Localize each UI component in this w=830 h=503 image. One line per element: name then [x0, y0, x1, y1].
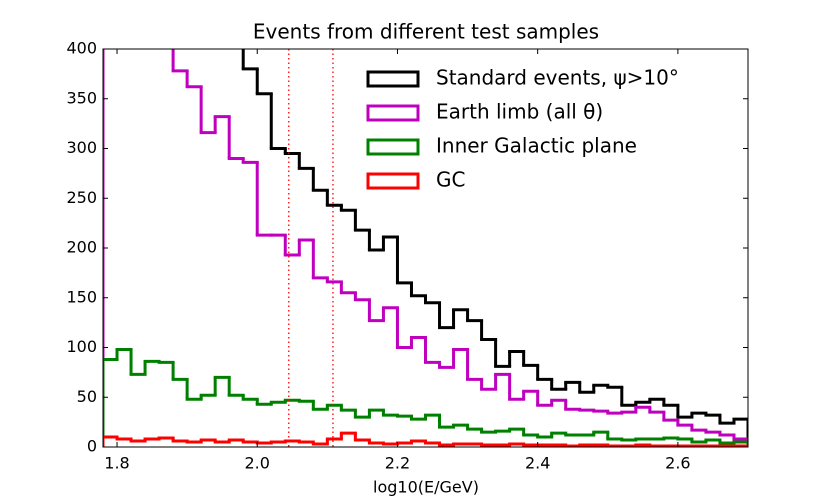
legend-swatch — [366, 138, 420, 156]
y-tick-label: 100 — [66, 337, 97, 356]
legend-label: Standard events, ψ>10° — [436, 66, 679, 90]
legend-label: Earth limb (all θ) — [436, 100, 603, 124]
legend-swatch — [366, 70, 420, 88]
x-tick-label: 2.2 — [385, 454, 410, 473]
legend-label: Inner Galactic plane — [436, 134, 637, 158]
y-tick-label: 200 — [66, 238, 97, 257]
legend-label: GC — [436, 168, 465, 192]
legend-swatch — [366, 104, 420, 122]
y-tick-label: 300 — [66, 138, 97, 157]
x-tick-label: 1.8 — [104, 454, 129, 473]
y-tick-label: 250 — [66, 188, 97, 207]
histogram-riser — [103, 349, 748, 447]
plot-area — [103, 49, 748, 447]
x-tick-label: 2.4 — [525, 454, 550, 473]
x-tick-label: 2.6 — [665, 454, 690, 473]
chart-title: Events from different test samples — [253, 20, 599, 44]
y-tick-label: 400 — [66, 39, 97, 58]
histogram-riser — [103, 49, 748, 447]
x-axis-label: log10(E/GeV) — [373, 478, 479, 497]
legend-swatch — [366, 172, 420, 190]
y-tick-label: 150 — [66, 287, 97, 306]
y-tick-label: 0 — [87, 437, 97, 456]
histogram-riser — [103, 49, 748, 447]
y-tick-label: 50 — [77, 387, 97, 406]
x-tick-label: 2.0 — [245, 454, 270, 473]
y-tick-label: 350 — [66, 88, 97, 107]
